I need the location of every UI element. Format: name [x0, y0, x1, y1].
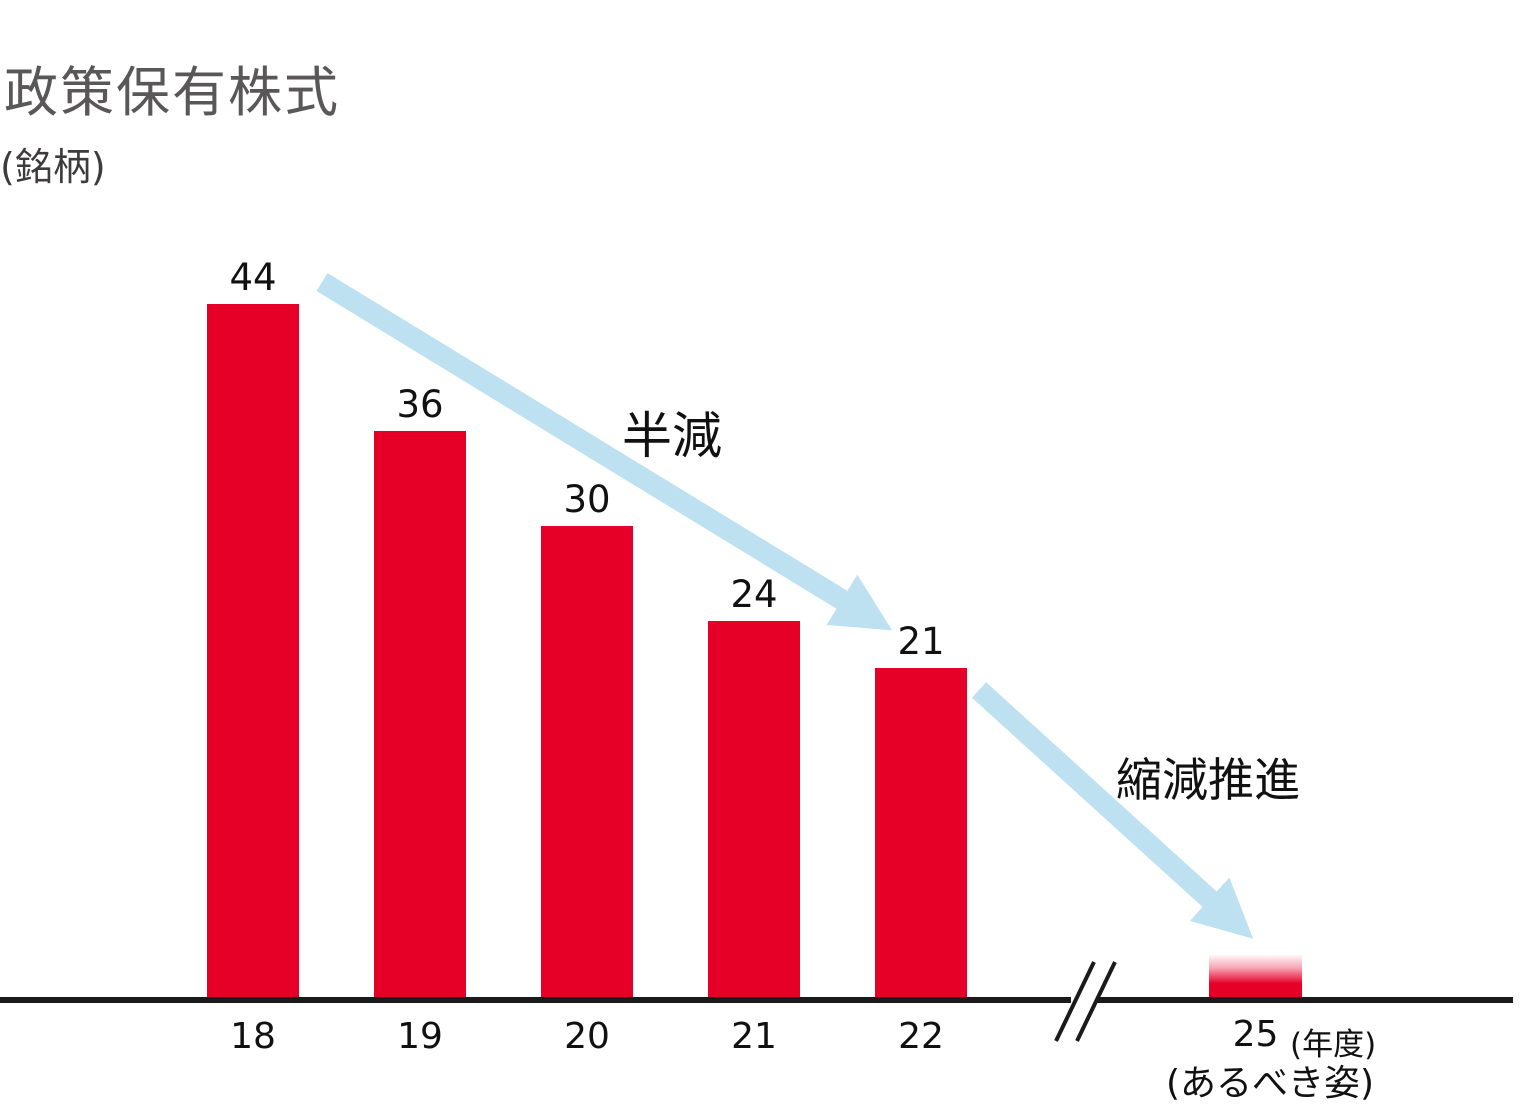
bar-value-label: 36: [396, 383, 444, 426]
bar-category-label: 22: [898, 1016, 944, 1057]
bar-category-label: 20: [564, 1016, 610, 1057]
target-category-label: 25: [1232, 1014, 1279, 1055]
bar-category-label: 18: [230, 1016, 276, 1057]
bar-value-label: 30: [563, 478, 611, 521]
target-bar: [1209, 955, 1302, 1001]
x-axis-unit-label: (年度): [1290, 1027, 1377, 1063]
bar: [541, 526, 633, 1001]
chart-title: 政策保有株式: [4, 61, 340, 124]
bar-category-label: 19: [397, 1016, 443, 1057]
bar: [875, 668, 967, 1001]
bar: [708, 621, 800, 1001]
bar-value-label: 21: [897, 620, 945, 663]
bar-value-label: 24: [730, 573, 778, 616]
bar: [207, 304, 299, 1001]
bar-category-label: 21: [731, 1016, 777, 1057]
annotation-halved: 半減: [622, 407, 722, 465]
y-axis-unit-label: (銘柄): [0, 145, 106, 189]
bar: [374, 431, 466, 1001]
bar-value-label: 44: [229, 256, 277, 299]
annotation-reduction: 縮減推進: [1116, 753, 1300, 807]
target-caption: (あるべき姿): [1165, 1063, 1375, 1104]
